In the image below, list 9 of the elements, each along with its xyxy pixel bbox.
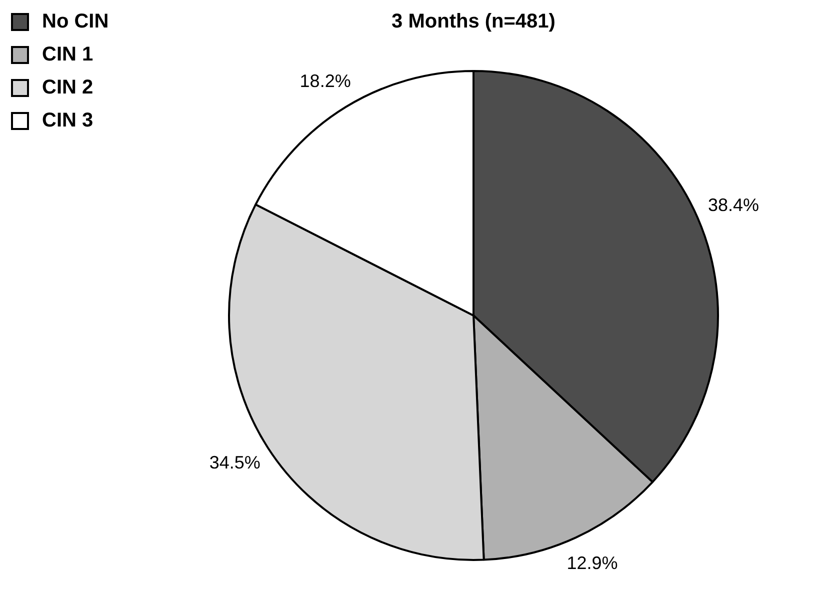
data-label: 34.5% — [209, 452, 260, 472]
legend-label: No CIN — [42, 10, 109, 33]
legend-label: CIN 1 — [42, 44, 94, 66]
data-label: 38.4% — [708, 195, 760, 216]
data-label: 18.2% — [300, 70, 351, 91]
legend-label: CIN 2 — [42, 76, 94, 99]
chart-title: 3 Months (n=481) — [392, 10, 556, 33]
data-label: 12.9% — [566, 553, 618, 574]
legend-label: CIN 3 — [42, 110, 94, 132]
